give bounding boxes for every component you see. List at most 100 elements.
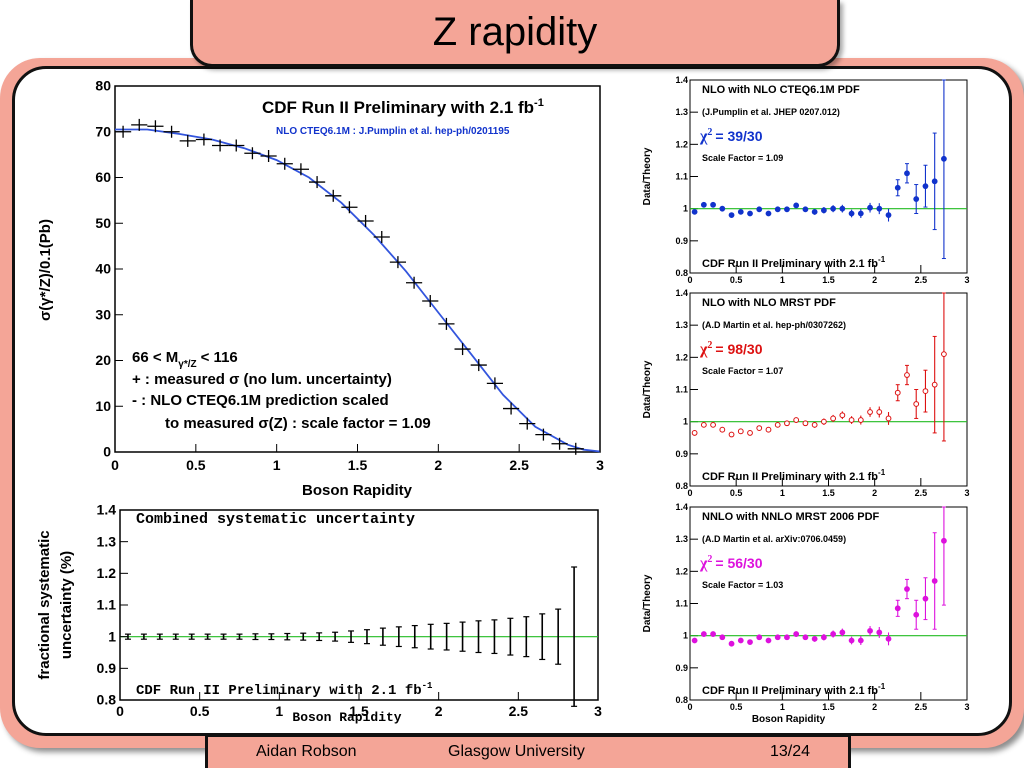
ratio-point (710, 201, 716, 208)
x-tick-label: 2 (872, 275, 877, 285)
ratio-point-marker (848, 637, 855, 644)
x-tick-label: 2 (872, 488, 877, 498)
y-tick-label: 0.8 (675, 268, 688, 278)
ratio-point (830, 630, 837, 638)
measured-point (131, 118, 148, 131)
ratio-point (941, 506, 947, 606)
ratio-point-marker (941, 155, 947, 162)
ratio-point-marker (728, 212, 735, 219)
ratio-point (904, 163, 910, 184)
ratio-point (793, 417, 800, 423)
measured-point (276, 157, 293, 170)
ratio-point (913, 599, 920, 630)
ratio-x-axis: 0 0.5 1 1.5 2 2.5 3 (687, 478, 970, 498)
systematic-error-bar (156, 633, 163, 640)
x-tick-label: 2.5 (915, 275, 928, 285)
ratio-point (774, 206, 781, 213)
ratio-point (811, 635, 818, 642)
main-xlabel: Boson Rapidity (302, 482, 413, 499)
x-tick-label: 1.5 (822, 488, 835, 498)
title-box: Z rapidity (190, 0, 840, 67)
ratio-point-marker (811, 421, 818, 428)
y-tick-label: 1.3 (675, 320, 688, 330)
ratio-point-marker (700, 421, 707, 428)
ratio-point (867, 407, 873, 417)
mass-range-label: 66 < Mγ*/Z < 116 (132, 349, 238, 370)
y-tick-label: 1.4 (97, 502, 117, 518)
ratio-point-marker (885, 212, 892, 219)
ratio-point (848, 636, 855, 645)
systematic-error-bar (300, 632, 307, 641)
ratio-point-marker (894, 184, 901, 191)
ratio-point (691, 637, 698, 644)
ratio-point (830, 414, 837, 422)
ratio-point (931, 335, 938, 434)
ratio-y-axis: 0.8 0.9 1 1.1 1.2 1.3 1.4 (675, 75, 698, 278)
measured-point (292, 163, 309, 176)
ratio-point-marker (885, 415, 892, 422)
systematic-error-bar (252, 633, 259, 641)
ratio-panel-footer: CDF Run II Preliminary with 2.1 fb-1 (702, 468, 886, 483)
ratio-point-marker (811, 208, 818, 215)
main-plot-frame (114, 85, 601, 453)
y-tick-label: 0.8 (675, 695, 688, 705)
ratio-point (747, 430, 753, 436)
measured-point (212, 139, 229, 152)
ratio-point-marker (904, 170, 910, 177)
ratio-point (839, 411, 846, 420)
ratio-x-axis: 0 0.5 1 1.5 2 2.5 3 (687, 265, 970, 285)
x-tick-label: 1 (780, 702, 785, 712)
measured-point (228, 139, 245, 152)
ratio-point (756, 425, 763, 432)
ratio-point-marker (904, 372, 910, 378)
ratio-point (857, 635, 864, 645)
systematic-error-bar (395, 626, 402, 648)
systematic-error-bar (220, 633, 227, 640)
systematic-error-bar (555, 608, 562, 665)
y-tick-label: 1.1 (675, 385, 688, 395)
ratio-point (747, 639, 753, 645)
ratio-point-marker (747, 430, 753, 436)
ratio-point (941, 79, 947, 260)
systematic-error-bar (443, 622, 450, 651)
systematic-error-bar (523, 616, 530, 658)
y-tick-label: 1.4 (675, 502, 688, 512)
ratio-point-marker (793, 631, 800, 637)
ratio-point-marker (719, 426, 726, 433)
systematics-ylabel-line2: uncertainty (%) (58, 551, 75, 659)
ratio-points (691, 79, 947, 260)
y-tick-label: 1 (108, 628, 116, 644)
ratio-point (765, 426, 772, 433)
systematic-error-bar (316, 632, 323, 642)
ratio-point (894, 384, 901, 402)
ratio-panel-mrst: 0 0.5 1 1.5 2 2.5 3 0.8 0.9 1 1.1 1.2 1.3 1.4 NLO with… (642, 288, 970, 498)
systematics-ylabel-line1: fractional systematic (36, 530, 53, 679)
ratio-point-marker (719, 634, 726, 641)
ratio-point (894, 599, 901, 617)
ratio-point-marker (839, 629, 846, 636)
ratio-point (839, 204, 846, 213)
ratio-point (931, 132, 938, 231)
y-tick-label: 80 (95, 78, 111, 94)
ratio-point-marker (839, 205, 846, 212)
y-tick-label: 1.2 (97, 565, 117, 581)
measured-point (260, 149, 277, 162)
ratio-panel-xlabel: Boson Rapidity (752, 714, 826, 725)
main-subtitle: NLO CTEQ6.1M : J.Pumplin et al. hep-ph/0… (276, 126, 510, 137)
ratio-point (904, 578, 910, 600)
x-tick-label: 0.5 (730, 702, 743, 712)
x-tick-label: 1 (780, 488, 785, 498)
ratio-point-marker (885, 635, 892, 642)
ratio-point (876, 203, 883, 215)
measured-point (438, 317, 455, 330)
ratio-point (691, 208, 698, 215)
ratio-point-marker (774, 206, 781, 213)
ratio-y-axis: 0.8 0.9 1 1.1 1.2 1.3 1.4 (675, 288, 698, 491)
ratio-point-marker (728, 431, 735, 438)
measured-point (357, 214, 374, 227)
measured-point (470, 359, 487, 372)
fit-curve (115, 128, 601, 453)
ratio-point-marker (811, 635, 818, 642)
ratio-point-marker (867, 409, 873, 415)
